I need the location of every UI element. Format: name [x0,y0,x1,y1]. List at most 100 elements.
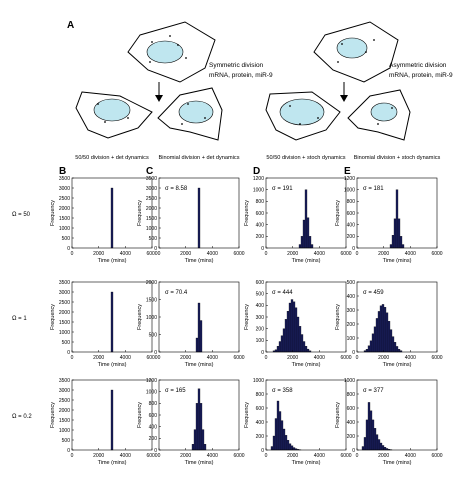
bar [391,336,395,353]
x-tick-label: 6000 [340,251,351,257]
y-tick-label: 500 [347,280,356,286]
nucleus-daughter-right-1 [279,98,325,126]
y-tick-label: 500 [62,236,71,242]
sigma-annotation: σ = 377 [363,388,384,394]
y-tick-label: 1000 [146,315,157,321]
x-tick-label: 0 [158,251,161,257]
x-tick-label: 4000 [314,453,325,459]
y-tick-label: 2000 [146,206,157,212]
bar [282,328,286,353]
nucleus-daughter-right-2 [370,102,398,122]
y-tick-label: 1000 [146,226,157,232]
y-axis-label: Frequency [335,402,341,428]
row-label-3: Ω = 0.2 [12,414,32,420]
x-tick-label: 4000 [207,251,218,257]
bar [288,302,292,353]
y-tick-label: 2000 [146,280,157,286]
bar [276,400,280,451]
y-axis-label: Frequency [137,402,143,428]
nucleus-mother-left [146,40,184,64]
x-axis-label: Time (mins) [383,460,412,466]
y-tick-label: 1200 [253,176,264,182]
plot-frame [71,379,153,451]
bar [195,337,199,353]
y-tick-label: 3000 [146,186,157,192]
bar [367,345,371,353]
x-tick-label: 4000 [207,453,218,459]
x-tick-label: 4000 [120,453,131,459]
column-title-e: Binomial division + stoch dynamics [354,155,441,161]
sigma-annotation: σ = 70.4 [165,290,188,296]
x-tick-label: 6000 [233,355,244,361]
y-tick-label: 800 [347,392,356,398]
bar [395,346,399,353]
histogram-2-1: 0 2000 4000 6000050010001500200025003000350… [50,280,158,368]
bar [375,318,379,353]
y-tick-label: 200 [347,234,356,240]
y-axis-label: Frequency [50,402,56,428]
bar [294,307,298,353]
y-tick-label: 0 [352,350,355,356]
y-tick-label: 1000 [253,187,264,193]
y-tick-label: 1500 [59,320,70,326]
x-axis-label: Time (mins) [185,362,214,368]
panel-letter-d: D [253,166,260,177]
x-axis-label: Time (mins) [185,258,214,264]
bar [197,302,201,353]
plot-frame [356,281,438,353]
panel-letter-b: B [59,166,66,177]
bar [302,341,306,353]
sigma-annotation: σ = 444 [272,290,293,296]
bar [288,443,292,451]
bar [365,419,369,451]
y-tick-label: 200 [256,234,265,240]
x-tick-label: 4000 [405,355,416,361]
x-axis-label: Time (mins) [98,258,127,264]
bar [369,410,373,451]
x-tick-label: 6000 [233,453,244,459]
y-tick-label: 500 [62,438,71,444]
x-tick-label: 6000 [340,355,351,361]
y-tick-label: 1500 [146,297,157,303]
right-caption-line-1: Asymmetric division [389,62,447,69]
bar [203,444,207,451]
x-tick-label: 2000 [180,453,191,459]
y-tick-label: 0 [67,350,70,356]
x-axis-label: Time (mins) [185,460,214,466]
bar [306,348,310,353]
y-tick-label: 1200 [344,176,355,182]
x-tick-label: 6000 [146,355,157,361]
bar [385,312,389,353]
bar [373,326,377,353]
sigma-annotation: σ = 181 [363,186,384,192]
nucleus-daughter-left-2 [178,100,214,124]
x-tick-label: 0 [356,251,359,257]
y-tick-label: 3500 [59,280,70,286]
bar [379,305,383,353]
x-axis-label: Time (mins) [98,460,127,466]
y-tick-label: 800 [347,199,356,205]
bar [381,304,385,353]
bar [290,299,294,353]
plot-frame [265,379,347,451]
y-tick-label: 3000 [59,388,70,394]
bar [389,244,393,249]
sigma-annotation: σ = 358 [272,388,293,394]
x-axis-label: Time (mins) [383,362,412,368]
bar [391,235,395,249]
x-tick-label: 6000 [340,453,351,459]
bar [393,342,397,353]
bar [304,189,308,249]
y-tick-label: 0 [154,350,157,356]
histogram-3-1: 0 2000 4000 6000050010001500200025003000350… [50,378,158,466]
bar [369,340,373,353]
y-tick-label: 1000 [146,389,157,395]
y-axis-label: Frequency [137,304,143,330]
y-tick-label: 3500 [146,176,157,182]
x-axis-label: Time (mins) [292,362,321,368]
sigma-annotation: σ = 8.58 [165,186,188,192]
